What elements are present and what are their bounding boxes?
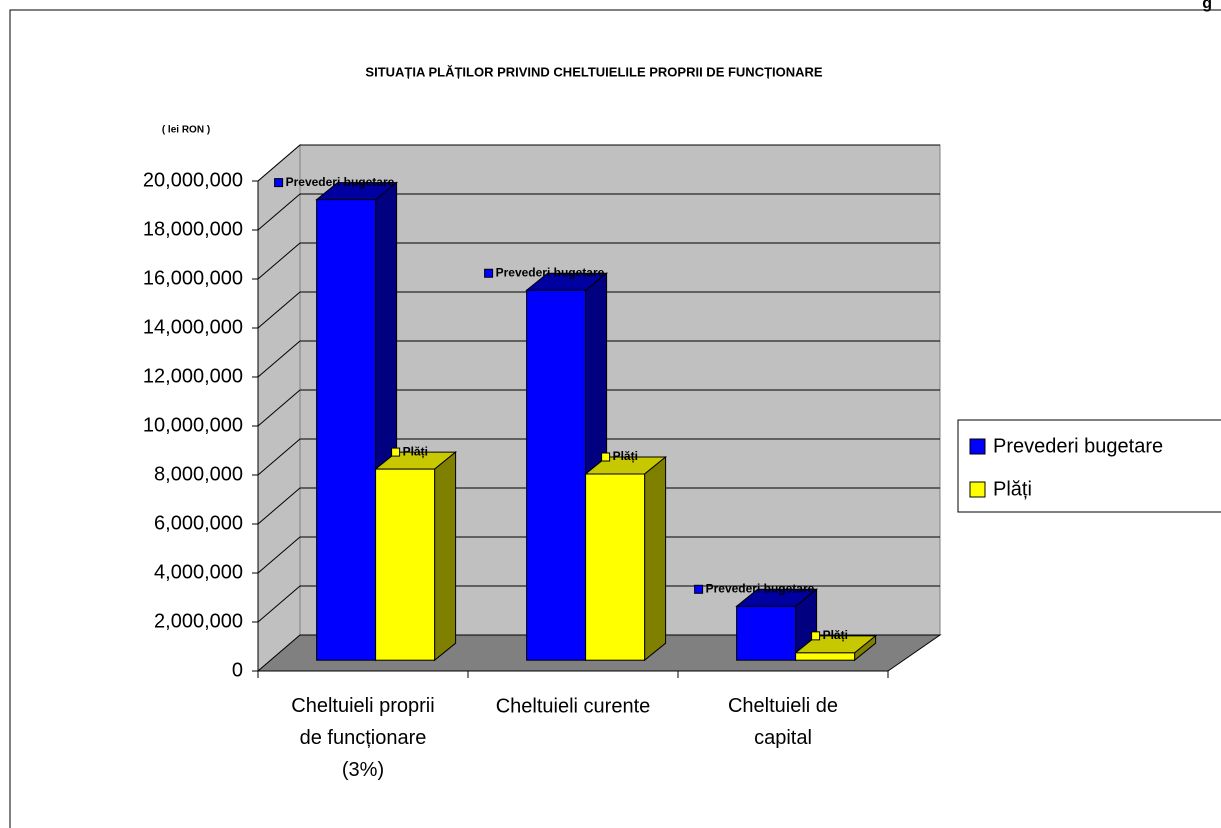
bar	[736, 605, 797, 661]
grid-line	[257, 585, 940, 623]
bar-side	[434, 451, 457, 662]
y-axis-label: ( lei RON )	[162, 125, 210, 136]
x-tick-label: Cheltuieli de capital	[728, 695, 838, 749]
data-label: Prevederi bugetare	[496, 265, 605, 279]
y-tick-label: 0	[232, 659, 243, 681]
legend-label: Plăți	[993, 478, 1032, 500]
y-tick-label: 6,000,000	[154, 512, 243, 534]
x-tick-label: Cheltuieli proprii de funcționare (3%)	[291, 695, 434, 781]
x-tick-label: Cheltuieli curente	[496, 695, 651, 717]
legend-key	[969, 438, 986, 455]
frame	[9, 9, 1221, 828]
data-label-key	[694, 584, 704, 594]
y-tick-label: 14,000,000	[143, 316, 243, 338]
y-tick-label: 2,000,000	[154, 610, 243, 632]
grid-line	[257, 242, 940, 280]
data-label-key	[811, 631, 821, 641]
grid-line	[257, 291, 940, 329]
y-tick-label: 18,000,000	[143, 218, 243, 240]
y-tick-label: 20,000,000	[143, 169, 243, 191]
bar	[526, 289, 587, 661]
legend-label: Prevederi bugetare	[993, 435, 1163, 457]
y-tick-label: 12,000,000	[143, 365, 243, 387]
bar	[585, 473, 646, 661]
data-label: Prevederi bugetare	[286, 175, 395, 189]
data-label: Prevederi bugetare	[706, 581, 815, 595]
grid-line	[257, 340, 940, 378]
data-label-key	[601, 452, 611, 462]
legend-key	[969, 481, 986, 498]
data-label: Plăți	[613, 449, 638, 463]
corner-text: g	[1202, 0, 1212, 12]
grid-line	[257, 389, 940, 427]
grid-line	[257, 536, 940, 574]
chart-title: SITUAȚIA PLĂȚILOR PRIVIND CHELTUIELILE P…	[365, 64, 823, 79]
data-label: Plăți	[823, 628, 848, 642]
y-tick-label: 8,000,000	[154, 463, 243, 485]
bar	[375, 468, 436, 661]
y-tick-label: 16,000,000	[143, 267, 243, 289]
bar	[795, 652, 856, 661]
grid-line	[257, 144, 940, 182]
bar-side	[644, 455, 667, 662]
data-label-key	[484, 268, 494, 278]
data-label-key	[391, 447, 401, 457]
y-tick-label: 4,000,000	[154, 561, 243, 583]
data-label-key	[274, 178, 284, 188]
grid-line	[257, 438, 940, 476]
y-tick-label: 10,000,000	[143, 414, 243, 436]
bar	[316, 199, 377, 661]
grid-line	[257, 193, 940, 231]
data-label: Plăți	[403, 444, 428, 458]
grid-line	[257, 487, 940, 525]
legend	[957, 419, 1221, 513]
